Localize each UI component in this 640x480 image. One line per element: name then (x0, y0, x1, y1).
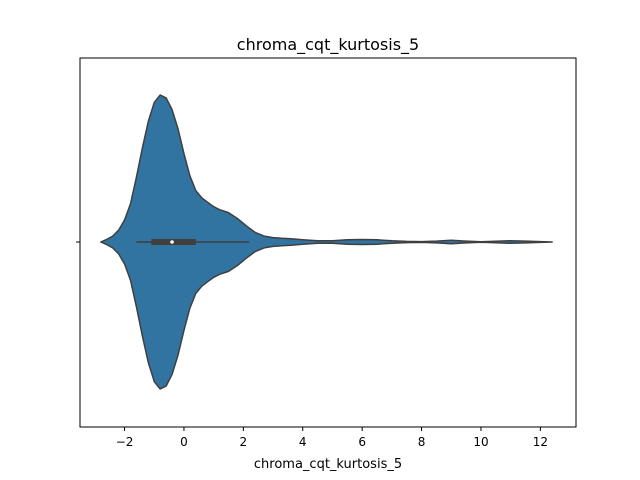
x-tick-label: 8 (418, 435, 426, 449)
x-tick-label: 4 (299, 435, 307, 449)
chart-title: chroma_cqt_kurtosis_5 (237, 35, 419, 55)
x-axis: −2 0 2 4 6 8 10 12 (116, 427, 548, 449)
x-tick-label: 10 (473, 435, 488, 449)
violin-body (100, 94, 553, 390)
x-tick-label: 6 (358, 435, 366, 449)
x-tick-label: 12 (533, 435, 548, 449)
x-tick-label: −2 (116, 435, 134, 449)
x-tick-label: 0 (180, 435, 188, 449)
x-tick-label: 2 (240, 435, 248, 449)
x-axis-label: chroma_cqt_kurtosis_5 (254, 457, 402, 472)
plot-area (100, 94, 553, 390)
box-median (170, 240, 174, 244)
